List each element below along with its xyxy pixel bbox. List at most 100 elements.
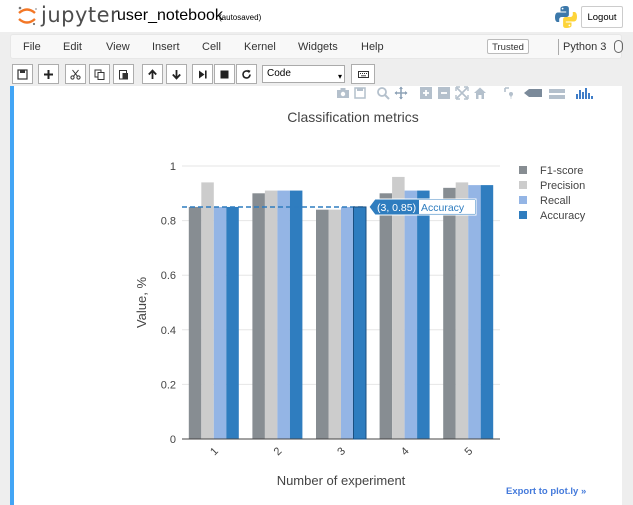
- plus-icon: [44, 69, 53, 79]
- hover-closest-icon[interactable]: [523, 86, 543, 100]
- autoscale-icon[interactable]: [455, 86, 469, 100]
- menubar: File Edit View Insert Cell Kernel Widget…: [10, 34, 623, 59]
- y-axis-title: Value, %: [134, 277, 149, 329]
- bar-recall-3: [341, 206, 354, 439]
- x-tick-label: 1: [208, 445, 221, 458]
- jupyter-wordmark[interactable]: jupyter: [41, 3, 120, 27]
- copy-icon: [94, 69, 105, 80]
- camera-icon[interactable]: [336, 86, 350, 100]
- save-plot-icon[interactable]: [353, 86, 367, 100]
- save-icon: [17, 68, 28, 80]
- x-tick-label: 5: [462, 445, 475, 458]
- save-button[interactable]: [12, 64, 33, 84]
- y-tick-label: 0.2: [161, 379, 176, 391]
- python-logo-icon: [555, 6, 577, 29]
- menu-kernel[interactable]: Kernel: [244, 41, 276, 53]
- menu-insert[interactable]: Insert: [152, 41, 180, 53]
- output-cell: Classification metrics 0 0.2 0.4 0.6 0.8 1 1 2 3 4…: [10, 86, 622, 505]
- restart-icon: [242, 69, 251, 79]
- cut-button[interactable]: [65, 64, 86, 84]
- bar-accuracy-4: [417, 190, 430, 439]
- jupyter-logo-icon[interactable]: [16, 5, 38, 27]
- bar-f1-score-3: [316, 209, 329, 439]
- y-tick-label: 0: [170, 434, 176, 446]
- menu-widgets[interactable]: Widgets: [298, 41, 338, 53]
- menu-view[interactable]: View: [106, 41, 130, 53]
- bar-f1-score-4: [379, 193, 393, 439]
- legend-swatch-accuracy: [519, 211, 527, 219]
- step-forward-icon: [199, 70, 207, 78]
- pan-icon[interactable]: [394, 86, 408, 100]
- bar-recall-5: [468, 185, 481, 439]
- bar-recall-2: [277, 190, 290, 439]
- bar-f1-score-2: [252, 193, 265, 439]
- interrupt-button[interactable]: [214, 64, 235, 84]
- cell-type-value: Code: [267, 68, 291, 79]
- notebook-header: jupyter user_notebook (autosaved) Logout: [0, 0, 633, 32]
- x-tick-label: 2: [272, 445, 285, 458]
- paste-icon: [119, 69, 128, 79]
- bar-f1-score-1: [188, 206, 202, 439]
- restart-button[interactable]: [236, 64, 257, 84]
- command-palette-button[interactable]: [351, 64, 375, 84]
- y-tick-label: 0.6: [161, 270, 176, 282]
- chart-title: Classification metrics: [287, 109, 418, 125]
- x-tick-label: 3: [335, 445, 348, 458]
- move-up-button[interactable]: [142, 64, 163, 84]
- legend-label-accuracy: Accuracy: [540, 210, 586, 222]
- menu-file[interactable]: File: [23, 41, 41, 53]
- zoom-icon[interactable]: [376, 86, 390, 100]
- arrow-down-icon: [172, 69, 181, 80]
- legend-swatch-recall: [519, 196, 527, 204]
- legend-label-recall: Recall: [540, 195, 571, 207]
- x-axis-title: Number of experiment: [277, 473, 406, 488]
- plotly-chart[interactable]: Classification metrics 0 0.2 0.4 0.6 0.8 1 1 2 3 4…: [10, 86, 622, 505]
- bar-recall-4: [404, 190, 418, 439]
- spike-lines-icon[interactable]: [503, 86, 517, 100]
- bar-accuracy-5: [480, 185, 494, 439]
- legend-swatch-f1-score: [519, 166, 527, 174]
- y-tick-label: 0.4: [161, 325, 176, 337]
- bar-precision-4: [392, 176, 405, 440]
- trusted-indicator[interactable]: Trusted: [487, 39, 529, 54]
- hover-point-label: (3, 0.85): [377, 202, 416, 214]
- bar-precision-2: [264, 190, 278, 439]
- bar-accuracy-2: [289, 190, 303, 439]
- home-icon[interactable]: [473, 86, 487, 100]
- bar-recall-1: [213, 206, 227, 439]
- kernel-separator: [558, 39, 559, 55]
- bar-f1-score-5: [443, 187, 456, 439]
- hover-compare-icon[interactable]: [548, 86, 566, 100]
- hover-series-bg: [419, 199, 475, 214]
- menu-edit[interactable]: Edit: [63, 41, 82, 53]
- y-tick-label: 1: [170, 161, 176, 173]
- logout-button[interactable]: Logout: [581, 6, 623, 28]
- hover-series-label: Accuracy: [421, 202, 465, 214]
- kernel-status-icon: [614, 40, 623, 53]
- move-down-button[interactable]: [166, 64, 187, 84]
- zoom-out-icon[interactable]: [437, 86, 451, 100]
- scissors-icon: [70, 69, 81, 80]
- copy-button[interactable]: [89, 64, 110, 84]
- kernel-name[interactable]: Python 3: [563, 41, 607, 53]
- hover-bar-outline: [353, 206, 367, 440]
- arrow-up-icon: [148, 68, 157, 79]
- insert-cell-button[interactable]: [38, 64, 59, 84]
- select-arrow-icon: ▾: [337, 72, 342, 81]
- paste-button[interactable]: [113, 64, 134, 84]
- zoom-in-icon[interactable]: [419, 86, 433, 100]
- stop-icon: [220, 70, 229, 78]
- notebook-name[interactable]: user_notebook: [117, 7, 223, 24]
- cell-type-select[interactable]: Code ▾: [262, 65, 345, 83]
- export-to-plotly-link[interactable]: Export to plot.ly »: [506, 486, 587, 497]
- x-tick-label: 4: [399, 445, 412, 458]
- bar-precision-1: [201, 182, 214, 439]
- legend-swatch-precision: [519, 181, 527, 189]
- run-button[interactable]: [192, 64, 213, 84]
- menu-help[interactable]: Help: [361, 41, 384, 53]
- plotly-logo-icon[interactable]: [575, 86, 593, 100]
- main-toolbar: [0, 62, 633, 86]
- autosave-status: (autosaved): [219, 13, 262, 22]
- menu-cell[interactable]: Cell: [202, 41, 221, 53]
- keyboard-icon: [357, 70, 369, 78]
